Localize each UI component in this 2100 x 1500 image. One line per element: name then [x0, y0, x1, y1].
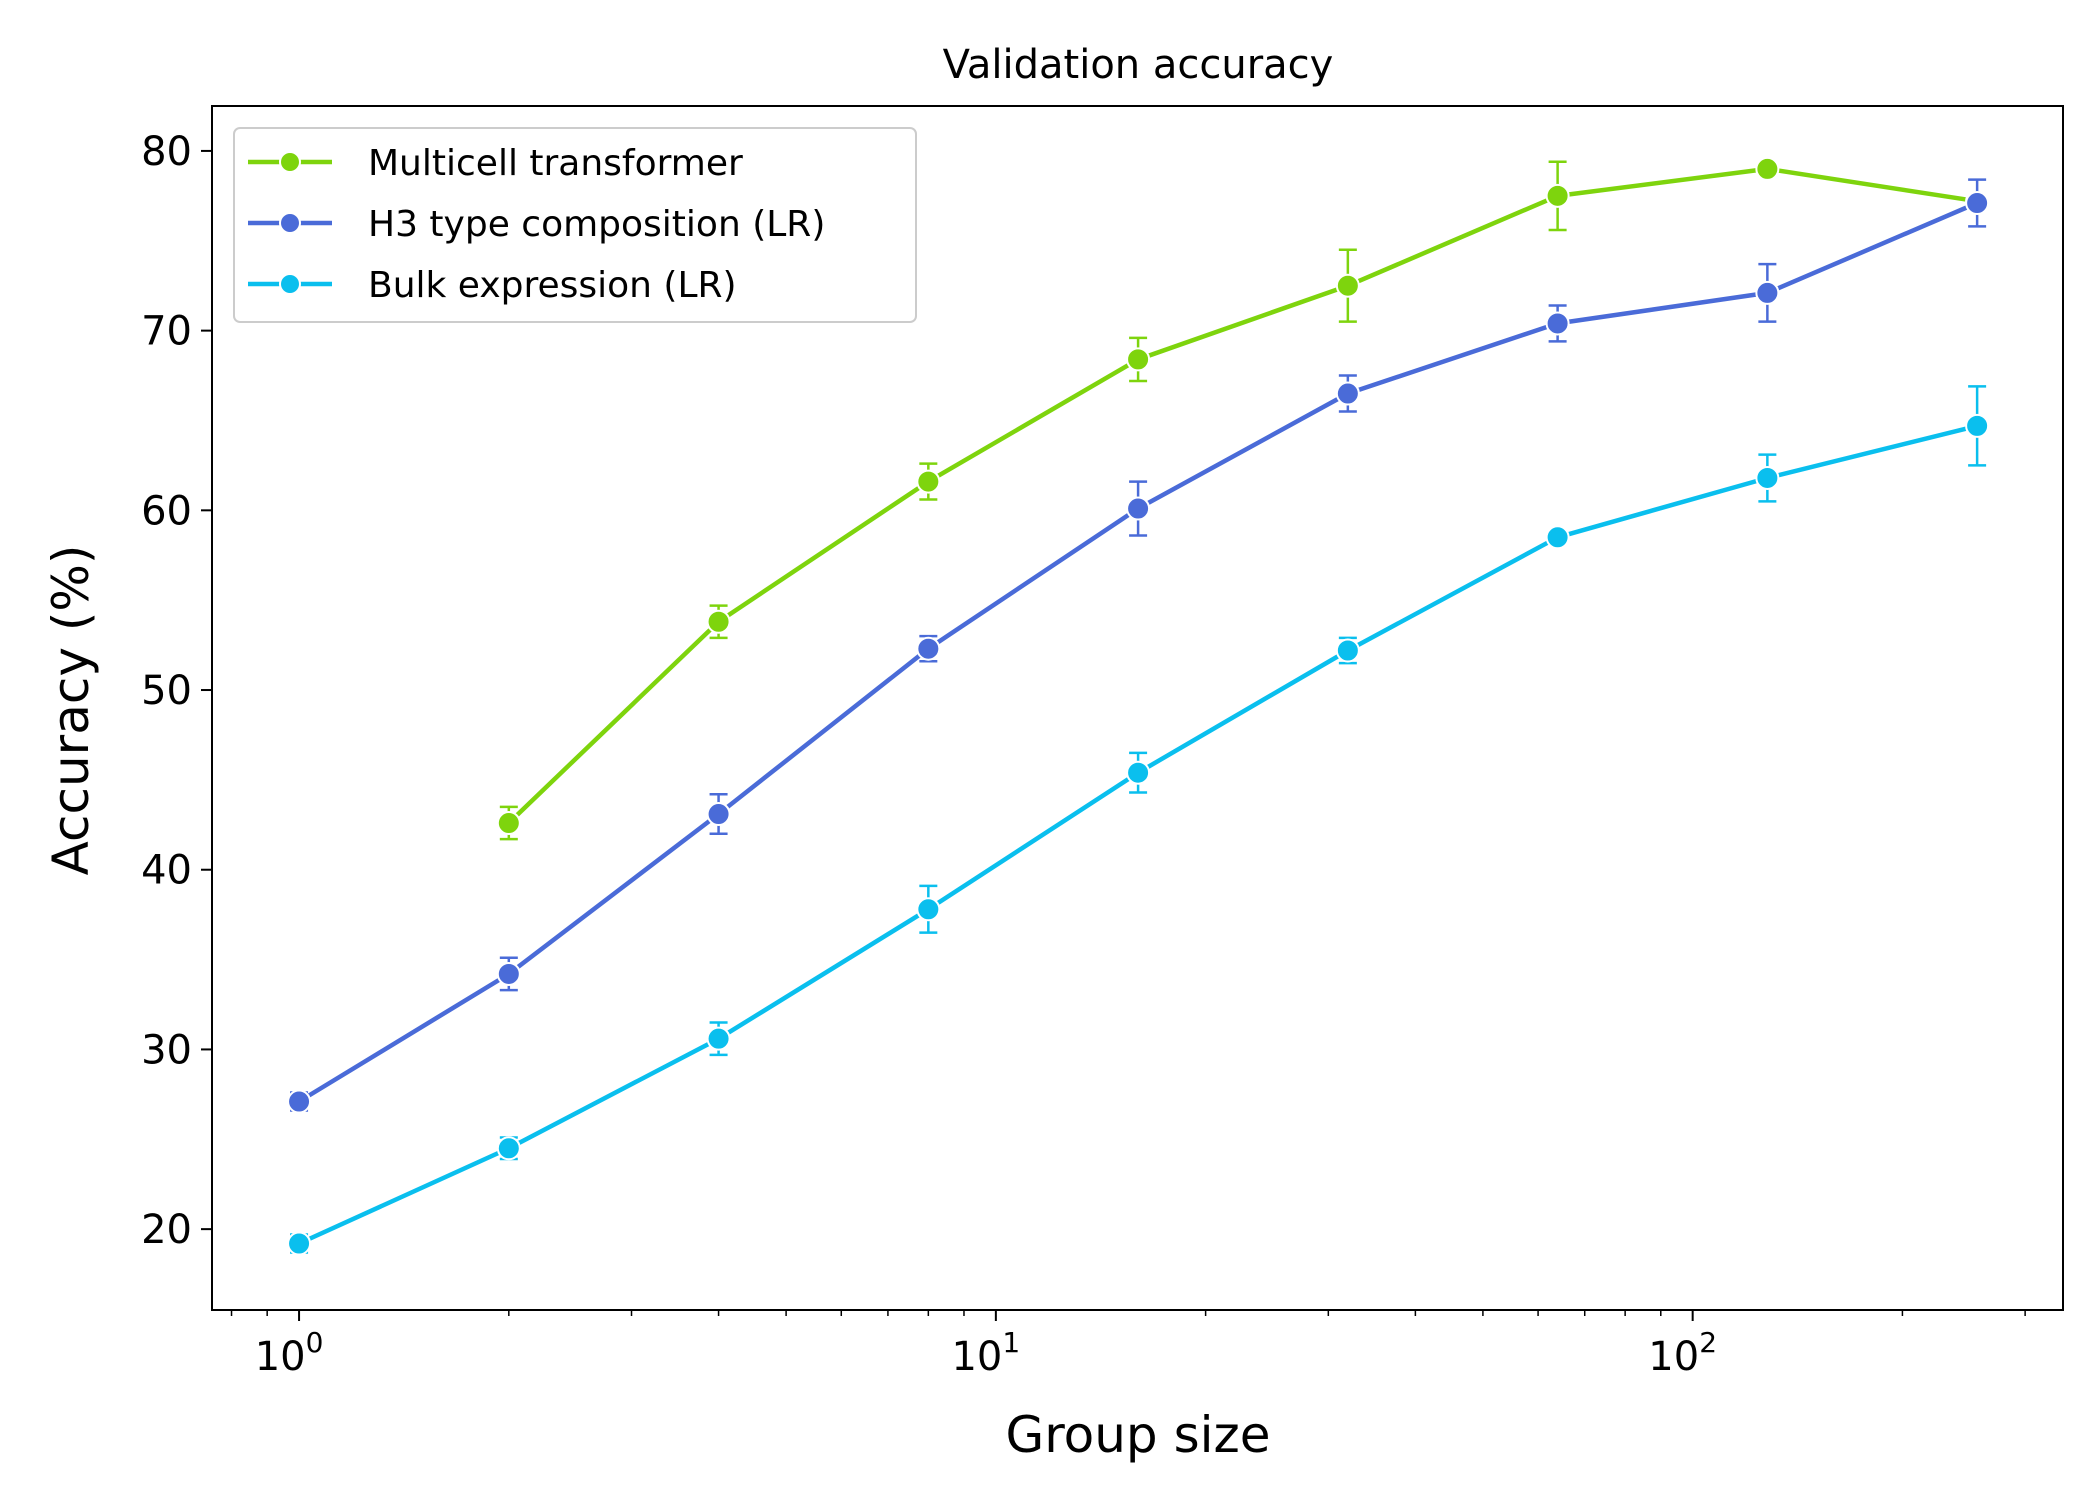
data-point	[706, 802, 731, 827]
y-tick-label: 70	[141, 309, 192, 355]
data-point	[1335, 638, 1360, 663]
data-point	[1545, 525, 1570, 550]
data-point	[1965, 413, 1990, 438]
data-point	[496, 811, 521, 836]
series-3	[287, 385, 1990, 1256]
x-tick-label: 102	[1648, 1326, 1717, 1380]
y-tick-label: 30	[141, 1027, 192, 1073]
legend: Multicell transformer H3 type composition…	[233, 127, 917, 323]
data-point	[1545, 311, 1570, 336]
y-tick-label: 60	[141, 488, 192, 534]
data-point	[1126, 760, 1151, 785]
x-tick-label: 100	[255, 1326, 324, 1380]
y-axis-label: Accuracy (%)	[42, 545, 100, 876]
legend-item-3: Bulk expression (LR)	[248, 265, 737, 306]
y-tick-label: 20	[141, 1207, 192, 1253]
data-point	[287, 1231, 312, 1256]
plot-area: 20 30 40 50 60 70 80 100 101 102	[141, 105, 2064, 1380]
legend-label: H3 type composition (LR)	[368, 204, 825, 245]
data-point	[1335, 273, 1360, 298]
y-tick-label: 50	[141, 668, 192, 714]
series-line	[507, 166, 1978, 825]
legend-label: Bulk expression (LR)	[368, 265, 737, 306]
data-point	[1755, 156, 1780, 181]
legend-box	[233, 127, 917, 323]
series-2	[287, 178, 1990, 1114]
data-point	[1965, 191, 1990, 216]
data-point	[496, 1136, 521, 1161]
legend-item-2: H3 type composition (LR)	[248, 204, 825, 245]
chart-title: Validation accuracy	[943, 42, 1334, 88]
data-point	[916, 636, 941, 661]
legend-item-1: Multicell transformer	[248, 143, 743, 184]
data-point	[1545, 183, 1570, 208]
data-point	[1126, 347, 1151, 372]
y-tick-label: 40	[141, 848, 192, 894]
series-line	[298, 423, 1978, 1246]
data-point	[1755, 465, 1780, 490]
y-tick-label: 80	[141, 129, 192, 175]
series-1	[496, 156, 1990, 841]
legend-label: Multicell transformer	[368, 143, 743, 184]
data-point	[706, 1026, 731, 1051]
data-point	[287, 1089, 312, 1114]
x-tick-label: 101	[951, 1326, 1020, 1380]
data-point	[916, 469, 941, 494]
data-point	[1335, 381, 1360, 406]
legend-swatch-marker	[279, 212, 301, 234]
data-point	[706, 609, 731, 634]
legend-swatch-marker	[279, 273, 301, 295]
plot-frame	[211, 105, 2064, 1311]
data-point	[1126, 496, 1151, 521]
data-point	[916, 897, 941, 922]
x-axis-label: Group size	[1005, 1406, 1270, 1464]
data-point	[1755, 280, 1780, 305]
data-point	[496, 961, 521, 986]
legend-swatch-marker	[279, 151, 301, 173]
